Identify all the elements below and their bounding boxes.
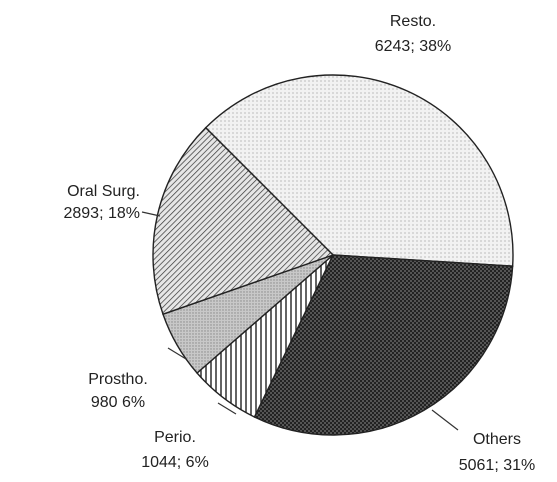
slice bbox=[253, 254, 514, 436]
slice-label: Resto. bbox=[390, 13, 436, 30]
value-label: 6243; 38% bbox=[375, 38, 452, 55]
slice-label: Oral Surg. bbox=[67, 183, 140, 200]
value-label: 980 6% bbox=[91, 394, 145, 411]
slice bbox=[152, 126, 335, 316]
slice bbox=[204, 74, 514, 267]
slice-label: Others bbox=[473, 431, 521, 448]
leader-line bbox=[167, 347, 187, 360]
leader-line bbox=[141, 211, 161, 217]
labels: Resto. 6243; 38% Others 5061; 31% Perio. 1044… bbox=[63, 13, 535, 474]
leader-line bbox=[431, 409, 459, 431]
value-label: 2893; 18% bbox=[63, 205, 140, 222]
pie bbox=[152, 74, 514, 436]
slice-label: Perio. bbox=[154, 429, 196, 446]
value-label: 5061; 31% bbox=[459, 457, 536, 474]
value-label: 1044; 6% bbox=[141, 454, 209, 471]
slice-label: Prostho. bbox=[88, 371, 148, 388]
leader-line bbox=[217, 402, 237, 415]
